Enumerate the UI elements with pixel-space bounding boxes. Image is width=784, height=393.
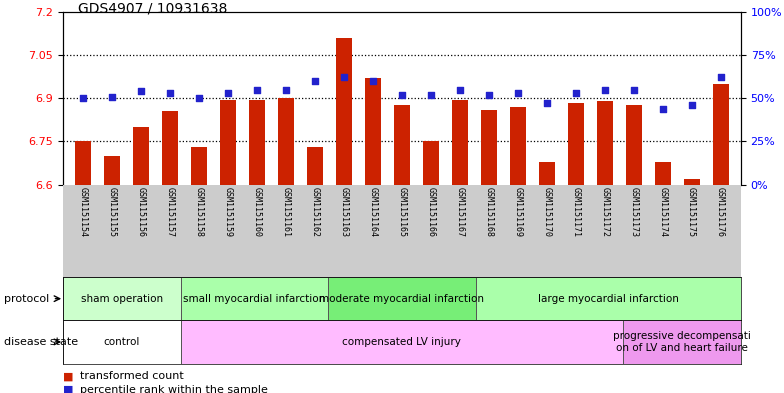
Text: GSM1151159: GSM1151159 — [223, 187, 232, 237]
Bar — [394, 105, 410, 185]
Point — [540, 100, 553, 107]
Text: small myocardial infarction: small myocardial infarction — [183, 294, 325, 304]
Text: GSM1151175: GSM1151175 — [687, 187, 696, 237]
Text: GDS4907 / 10931638: GDS4907 / 10931638 — [78, 2, 228, 16]
Bar — [180, 277, 328, 320]
Bar — [568, 103, 583, 185]
Bar — [75, 141, 91, 185]
Point — [598, 86, 611, 93]
Point — [685, 102, 698, 108]
Text: ■: ■ — [63, 385, 73, 393]
Text: GSM1151170: GSM1151170 — [543, 187, 551, 237]
Bar — [597, 101, 612, 185]
Point — [511, 90, 524, 96]
Point — [656, 105, 669, 112]
Bar — [476, 277, 741, 320]
Bar — [63, 277, 180, 320]
Text: disease state: disease state — [4, 337, 78, 347]
Point — [193, 95, 205, 101]
Bar — [623, 320, 741, 364]
Point — [714, 74, 727, 81]
Bar — [539, 162, 554, 185]
Bar — [220, 100, 236, 185]
Bar — [713, 84, 728, 185]
Point — [280, 86, 292, 93]
Point — [482, 92, 495, 98]
Text: GSM1151171: GSM1151171 — [572, 187, 580, 237]
Text: moderate myocardial infarction: moderate myocardial infarction — [319, 294, 485, 304]
Text: ■: ■ — [63, 371, 73, 381]
Text: GSM1151167: GSM1151167 — [456, 187, 464, 237]
Text: percentile rank within the sample: percentile rank within the sample — [80, 385, 268, 393]
Bar — [452, 100, 468, 185]
Text: GSM1151172: GSM1151172 — [601, 187, 609, 237]
Point — [424, 92, 437, 98]
Point — [77, 95, 89, 101]
Bar — [684, 179, 699, 185]
Bar — [481, 110, 497, 185]
Point — [453, 86, 466, 93]
Text: GSM1151155: GSM1151155 — [107, 187, 117, 237]
Point — [135, 88, 147, 94]
Point — [338, 74, 350, 81]
Bar — [104, 156, 120, 185]
Text: GSM1151157: GSM1151157 — [165, 187, 175, 237]
Bar — [423, 141, 439, 185]
Bar — [655, 162, 670, 185]
Text: GSM1151154: GSM1151154 — [78, 187, 88, 237]
Text: control: control — [103, 337, 140, 347]
Text: GSM1151166: GSM1151166 — [426, 187, 435, 237]
Text: GSM1151158: GSM1151158 — [194, 187, 203, 237]
Text: GSM1151156: GSM1151156 — [136, 187, 146, 237]
Bar — [180, 320, 623, 364]
Text: GSM1151173: GSM1151173 — [629, 187, 638, 237]
Point — [106, 94, 118, 100]
Text: protocol: protocol — [4, 294, 49, 304]
Point — [309, 78, 321, 84]
Text: GSM1151162: GSM1151162 — [310, 187, 319, 237]
Bar — [191, 147, 207, 185]
Bar — [336, 38, 352, 185]
Text: progressive decompensati
on of LV and heart failure: progressive decompensati on of LV and he… — [613, 331, 751, 353]
Bar — [307, 147, 323, 185]
Text: GSM1151163: GSM1151163 — [339, 187, 348, 237]
Text: large myocardial infarction: large myocardial infarction — [538, 294, 679, 304]
Text: GSM1151161: GSM1151161 — [281, 187, 290, 237]
Point — [627, 86, 640, 93]
Point — [569, 90, 582, 96]
Point — [251, 86, 263, 93]
Bar — [510, 107, 526, 185]
Point — [367, 78, 379, 84]
Text: sham operation: sham operation — [81, 294, 163, 304]
Text: GSM1151168: GSM1151168 — [485, 187, 493, 237]
Point — [222, 90, 234, 96]
Text: GSM1151169: GSM1151169 — [514, 187, 522, 237]
Text: GSM1151160: GSM1151160 — [252, 187, 261, 237]
Text: GSM1151164: GSM1151164 — [368, 187, 377, 237]
Bar — [162, 111, 178, 185]
Bar — [63, 320, 180, 364]
Bar — [365, 78, 381, 185]
Text: compensated LV injury: compensated LV injury — [343, 337, 461, 347]
Bar — [133, 127, 149, 185]
Text: transformed count: transformed count — [80, 371, 183, 381]
Point — [395, 92, 408, 98]
Bar — [626, 105, 641, 185]
Point — [164, 90, 176, 96]
Bar — [328, 277, 476, 320]
Text: GSM1151174: GSM1151174 — [658, 187, 667, 237]
Text: GSM1151176: GSM1151176 — [716, 187, 725, 237]
Bar — [278, 98, 294, 185]
Text: GSM1151165: GSM1151165 — [397, 187, 406, 237]
Bar — [249, 100, 265, 185]
